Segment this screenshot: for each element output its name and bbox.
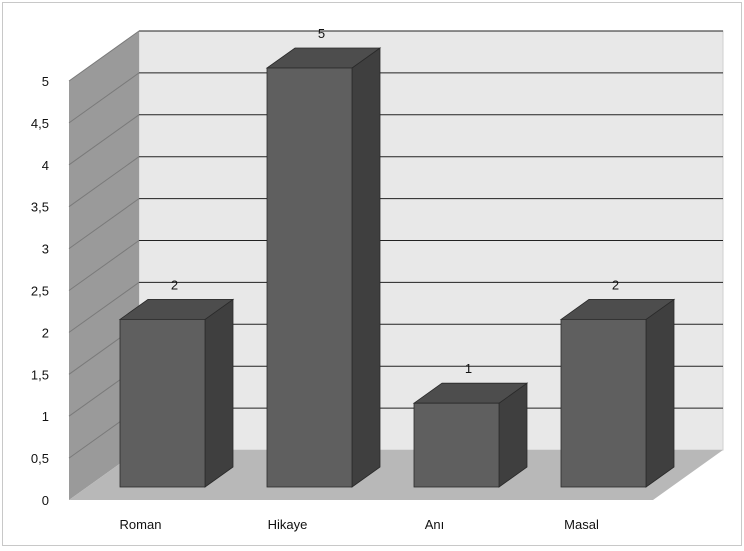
data-label: 1 [465, 361, 472, 376]
gridline-side [68, 30, 140, 82]
y-tick-label: 3,5 [31, 200, 49, 215]
gridline-side [68, 72, 140, 124]
gridline-side [68, 198, 140, 250]
bar [118, 298, 235, 488]
data-labels: 2 5 1 2 [171, 26, 619, 376]
x-category-label: Anı [425, 517, 445, 532]
y-tick-label: 2 [42, 325, 49, 340]
bar-side [645, 298, 675, 488]
bar-front [119, 318, 206, 488]
gridline-side [68, 156, 140, 208]
chart-svg: 0 0,5 1 1,5 2 2,5 3 3,5 4 4,5 5 Roman Hikaye Anı Masa… [31, 26, 724, 532]
bar-front [413, 402, 500, 488]
gridline-side [68, 240, 140, 291]
y-tick-label: 3 [42, 242, 49, 257]
y-tick-label: 4 [42, 158, 49, 173]
gridlines [68, 30, 723, 459]
x-category-label: Masal [564, 517, 599, 532]
y-tick-label: 0 [42, 493, 49, 508]
bar-side [351, 47, 381, 488]
bars [118, 47, 676, 488]
bar-front [266, 67, 353, 488]
y-tick-label: 4,5 [31, 116, 49, 131]
gridline-side [68, 281, 140, 333]
y-tick-label: 1,5 [31, 367, 49, 382]
data-label: 2 [171, 277, 178, 292]
x-category-label: Roman [120, 517, 162, 532]
bar [559, 298, 676, 488]
y-tick-label: 2,5 [31, 284, 49, 299]
y-tick-label: 0,5 [31, 451, 49, 466]
y-tick-label: 1 [42, 409, 49, 424]
gridline-side [68, 114, 140, 166]
bar-side [204, 298, 234, 488]
bar [265, 47, 382, 488]
data-label: 2 [612, 277, 619, 292]
bar-front [560, 318, 647, 488]
bar [412, 382, 529, 488]
x-axis-labels: Roman Hikaye Anı Masal [120, 517, 599, 532]
y-axis-ticks: 0 0,5 1 1,5 2 2,5 3 3,5 4 4,5 5 [31, 74, 49, 508]
y-tick-label: 5 [42, 74, 49, 89]
x-category-label: Hikaye [268, 517, 308, 532]
data-label: 5 [318, 26, 325, 41]
